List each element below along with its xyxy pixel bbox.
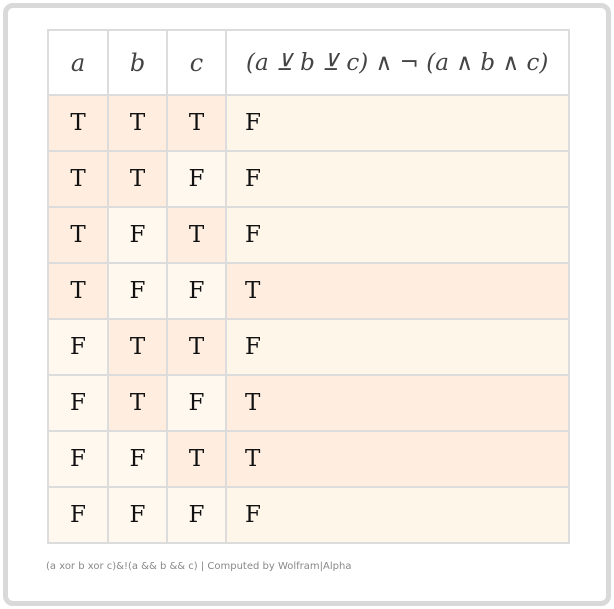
cell-result: F <box>225 150 570 208</box>
cell-c: T <box>166 94 227 152</box>
cell-a: T <box>47 94 109 152</box>
cell-b: F <box>107 486 168 544</box>
cell-b: T <box>107 318 168 376</box>
cell-c: F <box>166 262 227 320</box>
cell-result: T <box>225 374 570 432</box>
cell-a: T <box>47 206 109 264</box>
cell-a: F <box>47 318 109 376</box>
cell-result: F <box>225 486 570 544</box>
header-row: a b c (a ⊻ b ⊻ c) ∧ ¬ (a ∧ b ∧ c) <box>47 29 570 96</box>
cell-b: F <box>107 206 168 264</box>
header-b: b <box>107 29 168 96</box>
cell-a: F <box>47 374 109 432</box>
cell-b: T <box>107 374 168 432</box>
cell-c: T <box>166 206 227 264</box>
cell-c: F <box>166 374 227 432</box>
cell-b: T <box>107 150 168 208</box>
cell-a: F <box>47 486 109 544</box>
cell-b: T <box>107 94 168 152</box>
footer-caption: (a xor b xor c)&!(a && b && c) | Compute… <box>46 561 352 572</box>
cell-c: F <box>166 486 227 544</box>
cell-result: T <box>225 430 570 488</box>
cell-c: F <box>166 150 227 208</box>
cell-a: F <box>47 430 109 488</box>
cell-a: T <box>47 262 109 320</box>
cell-result: F <box>225 206 570 264</box>
cell-result: T <box>225 262 570 320</box>
cell-b: F <box>107 262 168 320</box>
header-expression: (a ⊻ b ⊻ c) ∧ ¬ (a ∧ b ∧ c) <box>225 29 570 96</box>
header-c: c <box>166 29 227 96</box>
cell-a: T <box>47 150 109 208</box>
cell-b: F <box>107 430 168 488</box>
cell-result: F <box>225 318 570 376</box>
header-a: a <box>47 29 109 96</box>
cell-result: F <box>225 94 570 152</box>
cell-c: T <box>166 318 227 376</box>
cell-c: T <box>166 430 227 488</box>
